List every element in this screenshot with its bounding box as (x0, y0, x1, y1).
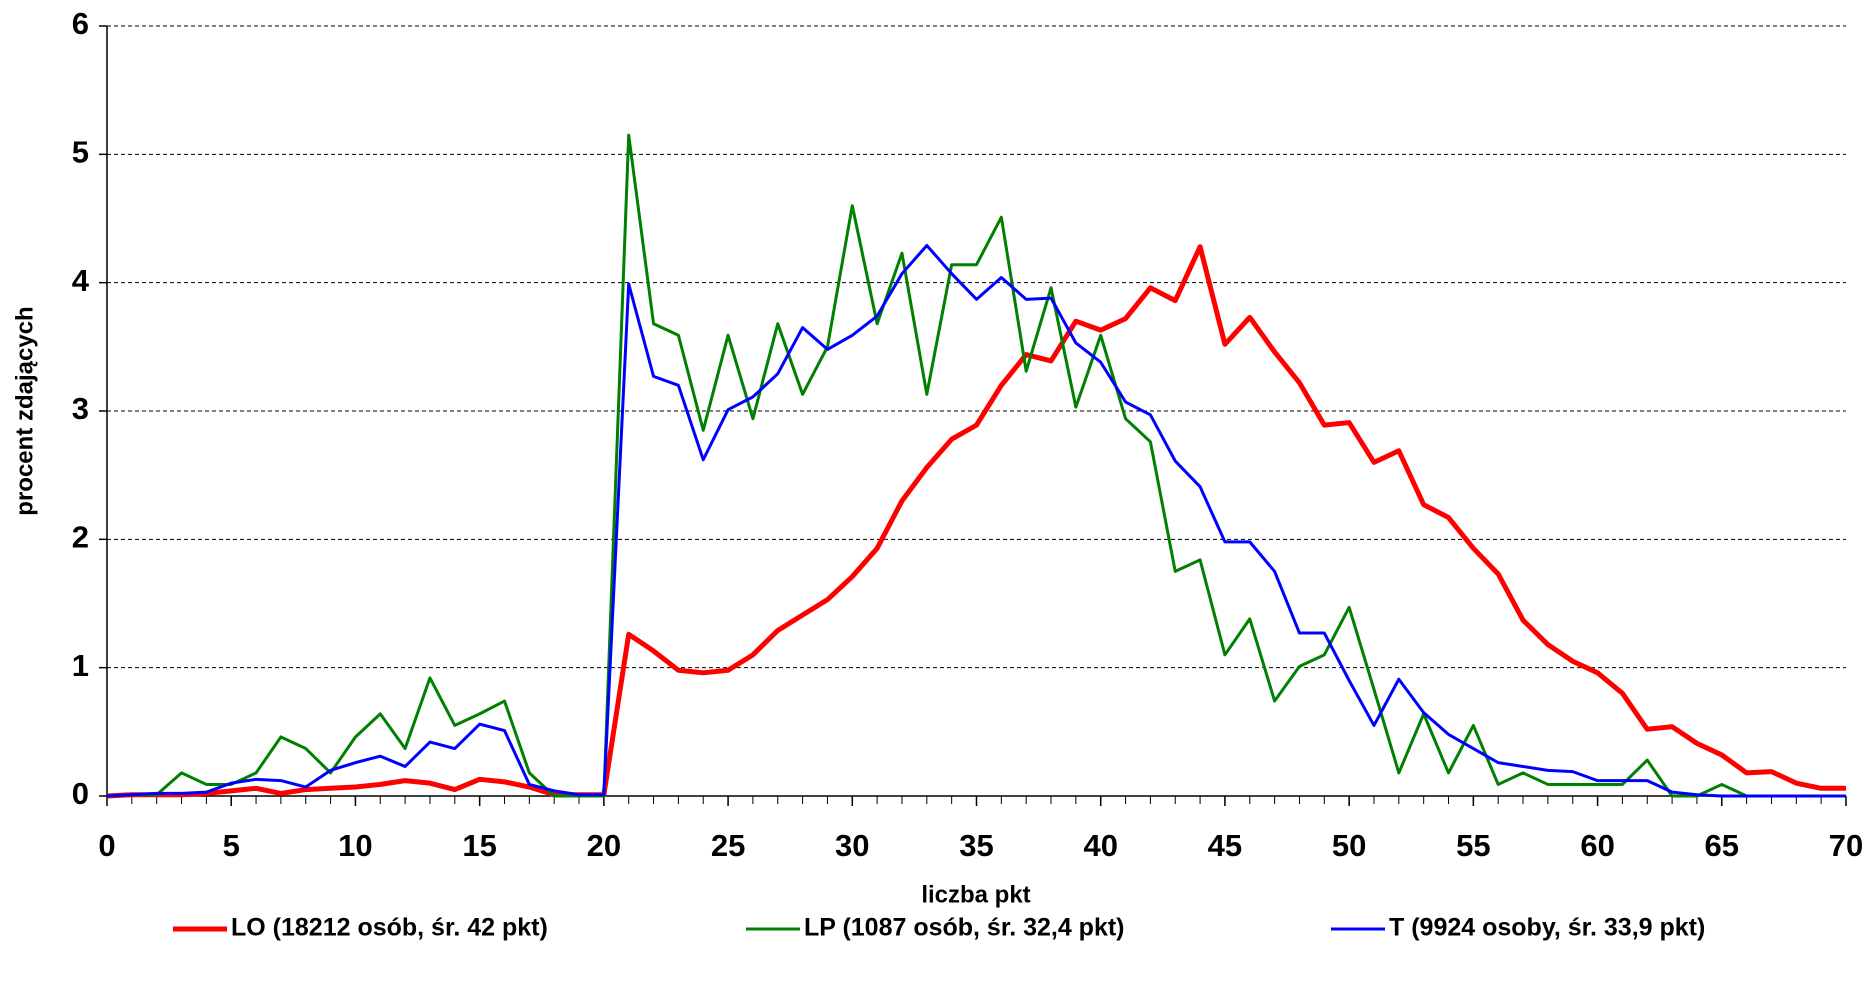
x-tick-label: 10 (338, 828, 372, 863)
x-tick-label: 45 (1208, 828, 1242, 863)
x-tick-label: 35 (959, 828, 993, 863)
x-tick-label: 25 (711, 828, 745, 863)
y-tick-label: 6 (72, 6, 89, 41)
x-tick-label: 50 (1332, 828, 1366, 863)
x-tick-label: 15 (462, 828, 496, 863)
data-line (106, 133, 1846, 798)
legend-label: T (9924 osoby, śr. 33,9 pkt) (1389, 914, 1705, 942)
y-tick-label: 1 (72, 648, 89, 683)
x-tick-label: 0 (98, 828, 115, 863)
data-line (106, 244, 1846, 799)
x-tick-label: 65 (1705, 828, 1739, 863)
x-tick-label: 70 (1829, 828, 1863, 863)
legend-label: LO (18212 osób, śr. 42 pkt) (231, 914, 548, 942)
y-tick-label: 4 (72, 263, 90, 298)
y-axis-label: procent zdających (11, 306, 38, 515)
data-line (106, 243, 1846, 798)
x-tick-label: 30 (835, 828, 869, 863)
y-tick-label: 2 (72, 520, 89, 555)
x-tick-label: 5 (223, 828, 240, 863)
x-tick-label: 40 (1083, 828, 1117, 863)
x-axis-label: liczba pkt (921, 881, 1030, 908)
y-tick-label: 0 (72, 776, 89, 811)
x-tick-label: 55 (1456, 828, 1490, 863)
legend-label: LP (1087 osób, śr. 32,4 pkt) (804, 914, 1125, 942)
y-tick-label: 3 (72, 391, 89, 426)
y-tick-label: 5 (72, 135, 89, 170)
x-tick-label: 20 (587, 828, 621, 863)
x-tick-label: 60 (1580, 828, 1614, 863)
